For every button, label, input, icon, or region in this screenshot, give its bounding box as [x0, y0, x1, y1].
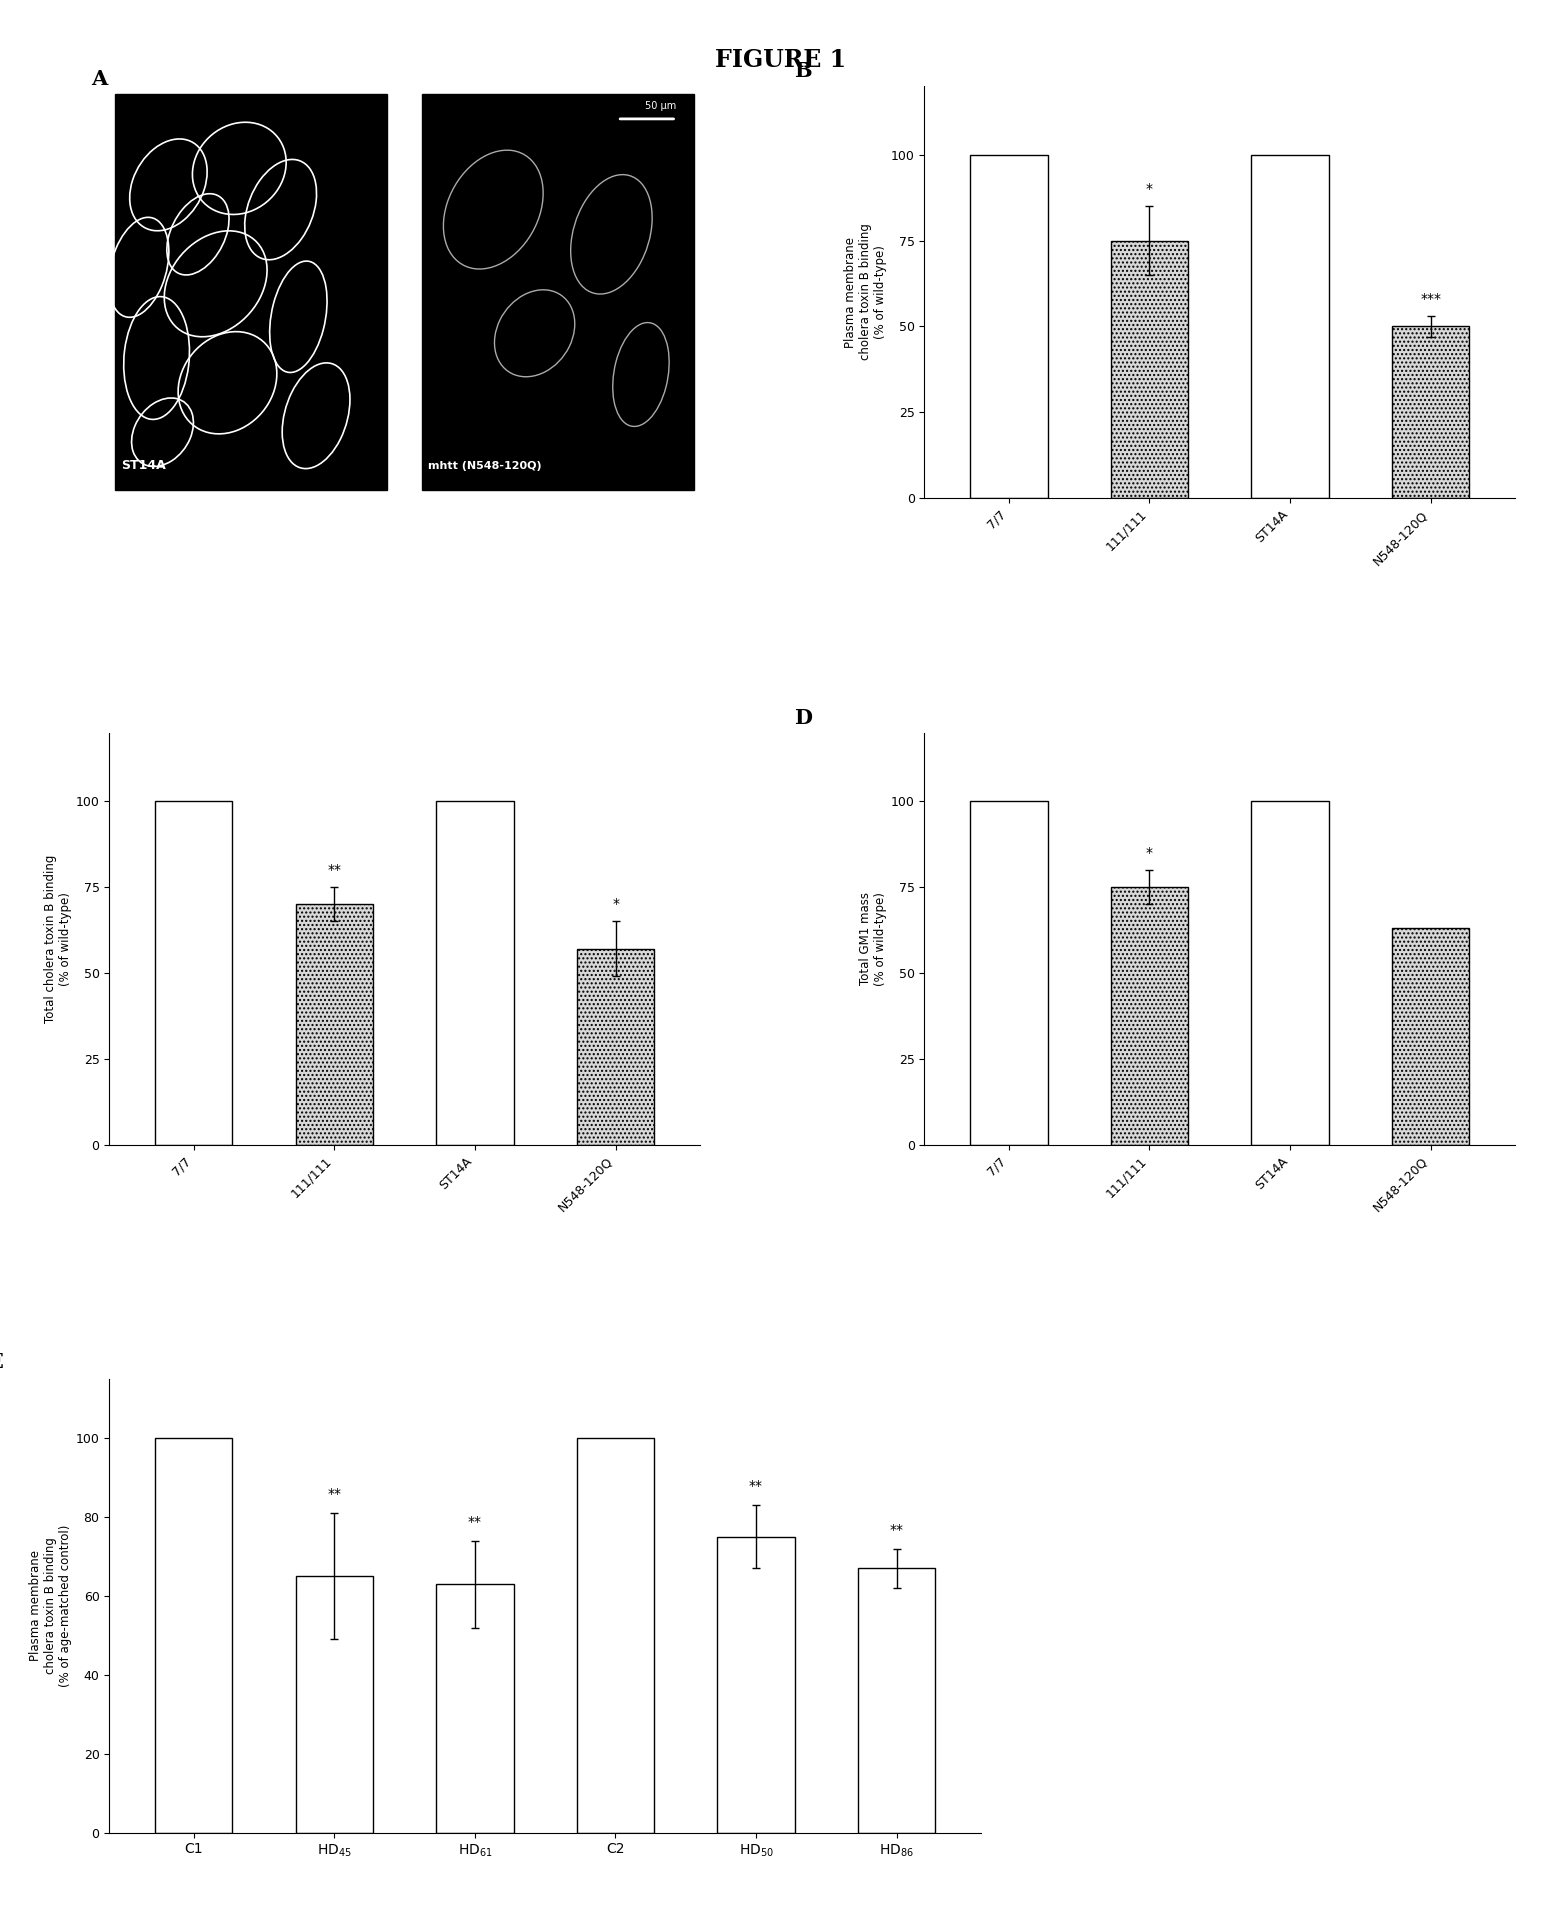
Text: **: ** [890, 1523, 903, 1537]
Bar [422, 94, 694, 491]
Text: FIGURE 1: FIGURE 1 [715, 48, 847, 73]
Text: B: B [795, 61, 812, 82]
Bar [717, 1537, 795, 1833]
Bar [1251, 802, 1329, 1145]
Bar [576, 949, 654, 1145]
Text: 50 μm: 50 μm [645, 101, 676, 111]
Text: **: ** [750, 1479, 762, 1493]
Y-axis label: Total cholera toxin B binding
(% of wild-type): Total cholera toxin B binding (% of wild… [44, 855, 72, 1023]
Bar [155, 802, 233, 1145]
Text: ST14A: ST14A [122, 460, 166, 472]
Text: *: * [1147, 846, 1153, 859]
Bar [1392, 326, 1470, 498]
Text: *: * [1147, 181, 1153, 197]
Bar [436, 802, 514, 1145]
Bar [970, 155, 1048, 498]
Bar [116, 94, 387, 491]
Bar [970, 802, 1048, 1145]
Text: D: D [795, 708, 812, 727]
Bar [858, 1569, 936, 1833]
Bar [1111, 888, 1189, 1145]
Bar [1251, 155, 1329, 498]
Text: **: ** [469, 1516, 481, 1529]
Bar [436, 1584, 514, 1833]
Y-axis label: Plasma membrane
cholera toxin B binding
(% of wild-type): Plasma membrane cholera toxin B binding … [843, 223, 887, 361]
Bar [155, 1437, 233, 1833]
Text: mhtt (N548-120Q): mhtt (N548-120Q) [428, 462, 542, 472]
Y-axis label: Plasma membrane
cholera toxin B binding
(% of age-matched control): Plasma membrane cholera toxin B binding … [28, 1525, 72, 1688]
Bar [1111, 241, 1189, 498]
Bar [1392, 928, 1470, 1145]
Text: ***: *** [1420, 292, 1442, 305]
Text: A: A [92, 69, 108, 90]
Text: E: E [0, 1352, 3, 1373]
Bar [576, 1437, 654, 1833]
Text: **: ** [328, 1487, 341, 1500]
Text: *: * [612, 897, 619, 911]
Bar [295, 1577, 373, 1833]
Text: **: ** [328, 863, 342, 876]
Bar [295, 905, 373, 1145]
Y-axis label: Total GM1 mass
(% of wild-type): Total GM1 mass (% of wild-type) [859, 892, 887, 985]
